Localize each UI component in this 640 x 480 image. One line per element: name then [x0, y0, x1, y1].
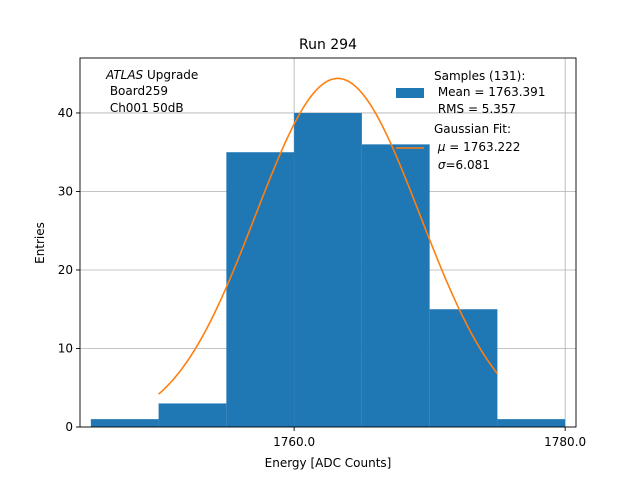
gaussian-fit-curve — [158, 77, 499, 395]
y-tick-label: 40 — [58, 106, 73, 120]
annotation-line-3: Ch001 50dB — [106, 101, 184, 115]
y-tick-label: 20 — [58, 263, 73, 277]
histogram-bar — [158, 403, 227, 427]
x-tick-label: 1760.0 — [273, 435, 315, 449]
y-axis-label: Entries — [33, 222, 47, 264]
legend-histogram-patch — [396, 88, 424, 98]
chart-title: Run 294 — [299, 37, 357, 53]
annotation-line-2: Board259 — [106, 84, 168, 98]
y-tick-label: 30 — [58, 184, 73, 198]
legend-mean-label: Mean = 1763.391 — [434, 85, 545, 99]
plot-frame — [79, 57, 577, 428]
y-tick-label: 10 — [58, 341, 73, 355]
histogram-bar — [226, 152, 295, 427]
y-axis-ticks: 0 10 20 30 40 — [58, 106, 80, 434]
legend-fit-sigma: σ=6.081 — [434, 158, 490, 172]
y-tick-label: 0 — [65, 420, 73, 434]
legend-sigma-value: =6.081 — [445, 158, 489, 172]
annotation-atlas: ATLAS — [105, 68, 144, 82]
histogram-bar — [429, 309, 498, 427]
legend-sigma-symbol: σ — [438, 158, 446, 172]
annotation-line-1: ATLAS Upgrade — [105, 68, 198, 82]
atlas-annotation: ATLAS Upgrade Board259 Ch001 50dB — [105, 68, 198, 115]
histogram-bar — [361, 144, 430, 428]
legend-rms-label: RMS = 5.357 — [434, 102, 516, 116]
histogram-bar — [90, 419, 159, 427]
legend-mu-value: = 1763.222 — [445, 140, 520, 154]
legend-fit-mu: μ = 1763.222 — [434, 140, 520, 154]
histogram-bar — [294, 112, 362, 427]
legend-fit-title: Gaussian Fit: — [434, 122, 511, 136]
histogram-bar — [497, 419, 566, 427]
histogram-bars — [90, 112, 566, 428]
legend-mu-symbol: μ — [437, 140, 446, 154]
annotation-upgrade: Upgrade — [143, 68, 198, 82]
legend: Samples (131): Mean = 1763.391 RMS = 5.3… — [396, 69, 545, 172]
x-axis-label: Energy [ADC Counts] — [265, 456, 392, 470]
x-tick-label: 1780.0 — [544, 435, 586, 449]
legend-samples-label: Samples (131): — [434, 69, 525, 83]
x-axis-ticks: 1760.0 1780.0 — [273, 427, 586, 449]
